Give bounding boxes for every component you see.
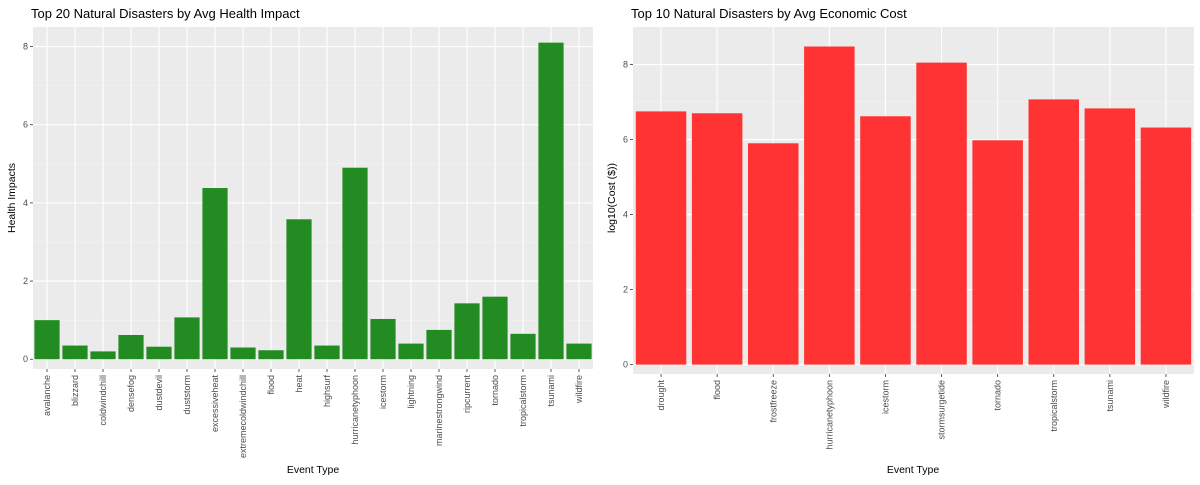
- x-tick-label: tornado: [993, 380, 1003, 411]
- bar-flood: [258, 350, 284, 360]
- y-tick-label: 4: [23, 198, 28, 208]
- y-tick-label: 2: [623, 285, 628, 295]
- bar-tsunami: [1084, 108, 1136, 365]
- bar-icestorm: [860, 116, 911, 365]
- health-gridlines: [33, 27, 593, 369]
- x-tick-label: heat: [294, 375, 304, 393]
- cost-y-ticks: 0 2 4 6 8: [623, 60, 633, 370]
- bar-lightning: [398, 343, 424, 360]
- x-tick-label: flood: [266, 375, 276, 395]
- cost-x-ticks: drought flood frostfreeze hurricanetyphoon i…: [656, 374, 1171, 450]
- bar-hurricanetyphoon: [804, 46, 855, 365]
- y-tick-label: 2: [23, 276, 28, 286]
- cost-chart-title: Top 10 Natural Disasters by Avg Economic…: [631, 6, 907, 21]
- x-tick-label: dustdevil: [154, 375, 164, 411]
- x-tick-label: blizzard: [70, 375, 80, 406]
- cost-x-axis-label: Event Type: [887, 464, 940, 476]
- bar-icestorm: [370, 318, 396, 360]
- y-tick-label: 0: [23, 354, 28, 364]
- bar-tropicalstorm: [510, 333, 536, 360]
- bar-blizzard: [62, 345, 88, 360]
- bar-coldwindchill: [90, 351, 116, 360]
- health-plot-panel: [33, 27, 593, 369]
- bar-flood: [691, 113, 743, 365]
- bar-densefog: [118, 334, 144, 360]
- x-tick-label: icestorm: [880, 380, 890, 414]
- bar-wildfire: [1140, 127, 1192, 365]
- x-tick-label: avalanche: [42, 375, 52, 416]
- bar-dustdevil: [146, 346, 172, 360]
- bar-ripcurrent: [454, 303, 480, 360]
- x-tick-label: drought: [656, 380, 666, 411]
- x-tick-label: lightning: [406, 375, 416, 409]
- bar-tornado: [972, 140, 1023, 365]
- x-tick-label: marinestrongwind: [434, 375, 444, 446]
- bar-drought: [635, 111, 687, 365]
- y-tick-label: 0: [623, 360, 628, 370]
- x-tick-label: hurricanetyphoon: [350, 375, 360, 445]
- bar-stormsurgetide: [916, 62, 967, 365]
- bar-tsunami: [538, 42, 564, 360]
- health-impact-chart: Top 20 Natural Disasters by Avg Health I…: [6, 6, 593, 476]
- health-x-ticks: avalanche blizzard coldwindchill densefog du…: [42, 369, 584, 458]
- bar-duststorm: [174, 317, 200, 360]
- x-tick-label: tropicalstorm: [1049, 380, 1059, 432]
- x-tick-label: hurricanetyphoon: [824, 380, 834, 450]
- x-tick-label: icestorm: [378, 375, 388, 409]
- cost-y-axis-label: log10(Cost ($)): [606, 163, 618, 233]
- x-tick-label: ripcurrent: [462, 375, 472, 414]
- bar-excessiveheat: [202, 188, 228, 360]
- x-tick-label: tsunami: [1105, 380, 1115, 412]
- bar-highsurf: [314, 345, 340, 360]
- bar-marinestrongwind: [426, 329, 452, 360]
- x-tick-label: densefog: [126, 375, 136, 412]
- y-tick-label: 8: [623, 60, 628, 70]
- x-tick-label: excessiveheat: [210, 375, 220, 433]
- health-bars: [34, 42, 592, 360]
- y-tick-label: 8: [23, 42, 28, 52]
- health-y-axis-label: Health Impacts: [6, 163, 18, 233]
- x-tick-label: frostfreeze: [768, 380, 778, 423]
- x-tick-label: stormsurgetide: [937, 380, 947, 440]
- economic-cost-chart: Top 10 Natural Disasters by Avg Economic…: [606, 6, 1194, 476]
- bar-hurricanetyphoon: [342, 167, 368, 360]
- y-tick-label: 6: [623, 135, 628, 145]
- health-chart-title: Top 20 Natural Disasters by Avg Health I…: [31, 6, 300, 21]
- health-x-axis-label: Event Type: [287, 464, 340, 476]
- bar-wildfire: [566, 343, 592, 360]
- x-tick-label: flood: [712, 380, 722, 400]
- x-tick-label: tornado: [490, 375, 500, 406]
- x-tick-label: highsurf: [322, 375, 332, 408]
- bar-tropicalstorm: [1028, 99, 1079, 365]
- cost-bars: [635, 46, 1192, 365]
- x-tick-label: extremecoldwindchill: [238, 375, 248, 458]
- x-tick-label: duststorm: [182, 375, 192, 415]
- bar-heat: [286, 219, 312, 360]
- x-tick-label: tsunami: [546, 375, 556, 407]
- health-y-ticks: 0 2 4 6 8: [23, 42, 33, 364]
- y-tick-label: 4: [623, 210, 628, 220]
- y-tick-label: 6: [23, 120, 28, 130]
- bar-frostfreeze: [748, 143, 799, 365]
- x-tick-label: tropicalstorm: [518, 375, 528, 427]
- bar-avalanche: [34, 320, 60, 360]
- x-tick-label: wildfire: [574, 375, 584, 404]
- x-tick-label: wildfire: [1161, 380, 1171, 409]
- bar-extremecoldwindchill: [230, 347, 256, 360]
- x-tick-label: coldwindchill: [98, 375, 108, 426]
- bar-tornado: [482, 296, 508, 360]
